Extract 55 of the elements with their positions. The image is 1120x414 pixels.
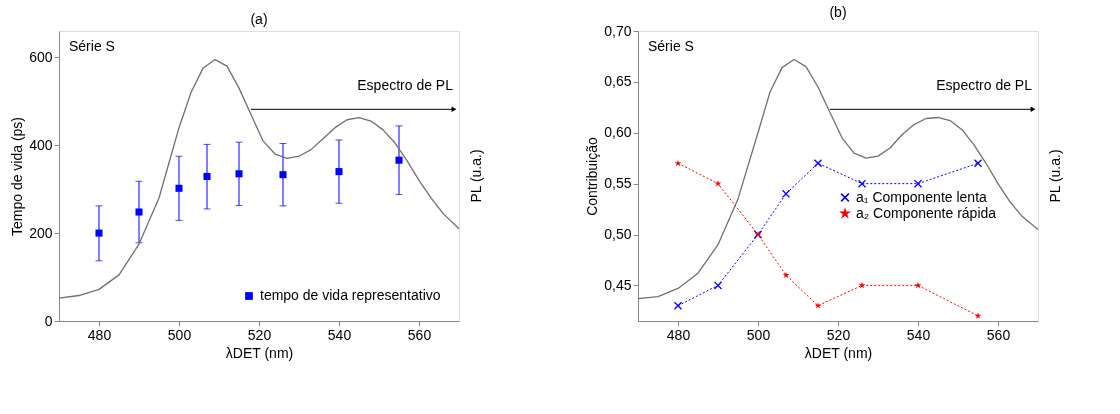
x-tick-label: 540 <box>906 326 931 343</box>
x-tick-label: 540 <box>327 326 352 343</box>
y-tick-label: 0 <box>44 312 53 329</box>
point <box>857 179 867 188</box>
legend-label: a₁ Componente lenta <box>856 188 988 205</box>
y-tick-label: 400 <box>29 136 53 153</box>
y-tick-label: 0,70 <box>604 22 632 39</box>
x-axis-title: λDET (nm) <box>225 344 294 361</box>
annotation: Espectro de PL <box>936 77 1033 94</box>
point <box>235 170 243 178</box>
annotation: Série S <box>648 38 694 54</box>
y2-axis-title: PL (u.a.) <box>468 149 484 203</box>
annotation: Espectro de PL <box>357 77 454 94</box>
x-tick-label: 480 <box>87 326 112 343</box>
point <box>781 189 791 198</box>
y-tick-label: 600 <box>29 48 53 65</box>
point <box>858 281 866 289</box>
point <box>782 271 790 279</box>
x-tick-label: 500 <box>746 326 771 343</box>
y-tick-label: 0,65 <box>604 73 632 90</box>
y-tick-label: 0,45 <box>604 276 632 293</box>
point <box>95 229 103 237</box>
point <box>203 172 211 180</box>
point <box>335 168 343 176</box>
point <box>913 179 923 188</box>
point <box>395 156 403 164</box>
y2-axis-title: PL (u.a.) <box>1047 149 1063 203</box>
legend-label: tempo de vida representativo <box>260 287 441 303</box>
x-tick-label: 480 <box>666 326 691 343</box>
chart-title: (b) <box>829 4 847 20</box>
chart-title: (a) <box>250 11 268 27</box>
legend-label: a₂ Componente rápida <box>856 204 997 221</box>
x-axis-title: λDET (nm) <box>804 344 873 361</box>
point <box>973 159 983 168</box>
x-tick-label: 520 <box>826 326 851 343</box>
point <box>674 159 682 167</box>
y-axis-title: Contribuição <box>584 136 601 216</box>
x-tick-label: 520 <box>247 326 272 343</box>
line-series <box>637 58 1039 300</box>
y-axis-title: Tempo de vida (ps) <box>9 116 26 237</box>
y-tick-label: 200 <box>29 224 53 241</box>
point <box>713 281 723 290</box>
y-tick-label: 0,50 <box>604 226 632 243</box>
annotation: Série S <box>69 38 115 54</box>
x-tick-label: 560 <box>986 326 1011 343</box>
point <box>813 159 823 168</box>
point <box>673 301 683 310</box>
x-tick-label: 500 <box>167 326 192 343</box>
y-tick-label: 0,60 <box>604 124 632 141</box>
point <box>175 184 183 192</box>
y-tick-label: 0,55 <box>604 175 632 192</box>
point <box>135 208 143 216</box>
x-tick-label: 560 <box>407 326 432 343</box>
point <box>279 171 287 179</box>
point <box>914 281 922 289</box>
